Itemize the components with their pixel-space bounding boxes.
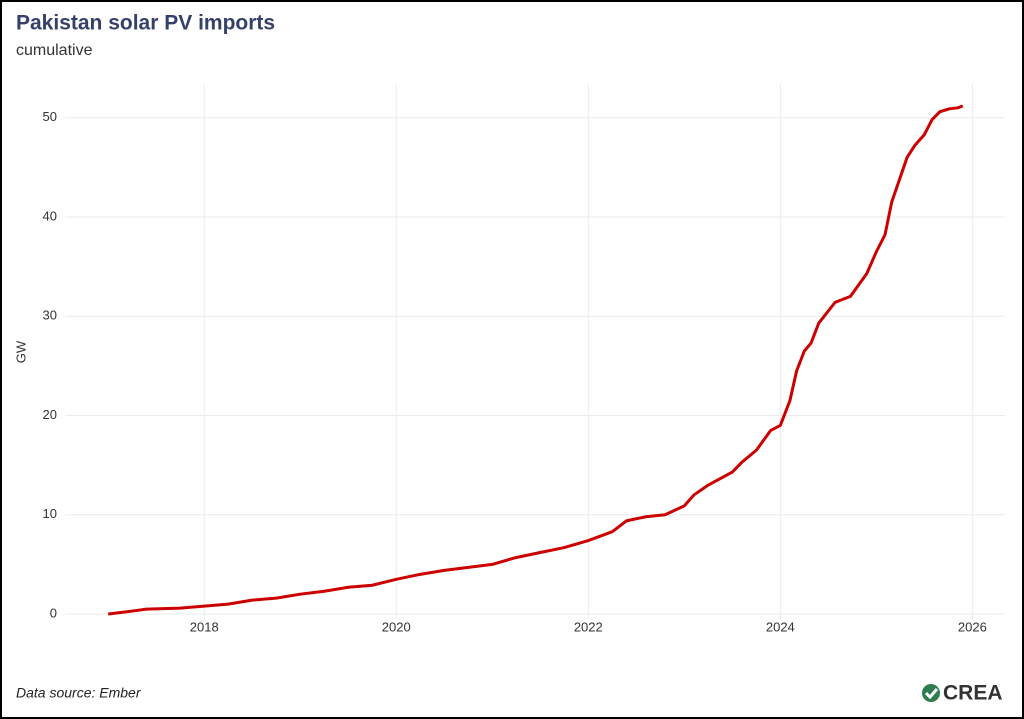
y-tick-label: 50 [43, 109, 57, 124]
y-tick-label: 40 [43, 208, 57, 223]
y-tick-label: 30 [43, 308, 57, 323]
chart-subtitle: cumulative [16, 42, 93, 59]
chart-title: Pakistan solar PV imports [16, 12, 275, 35]
x-tick-label: 2026 [958, 619, 987, 634]
x-tick-label: 2020 [382, 619, 411, 634]
logo-check [924, 688, 939, 700]
logo: CREA [922, 682, 1003, 705]
x-tick-label: 2024 [766, 619, 795, 634]
x-tick-label: 2018 [190, 619, 219, 634]
line [108, 104, 964, 616]
logo-icon [922, 684, 940, 702]
y-tick-label: 20 [43, 407, 57, 422]
logo-text: CREA [943, 682, 1003, 705]
y-tick-label: 0 [50, 605, 57, 620]
source: Data source: Ember [16, 685, 142, 701]
y-axis-label: GW [13, 340, 28, 363]
y-tick-label: 10 [43, 506, 57, 521]
x-tick-label: 2022 [574, 619, 603, 634]
